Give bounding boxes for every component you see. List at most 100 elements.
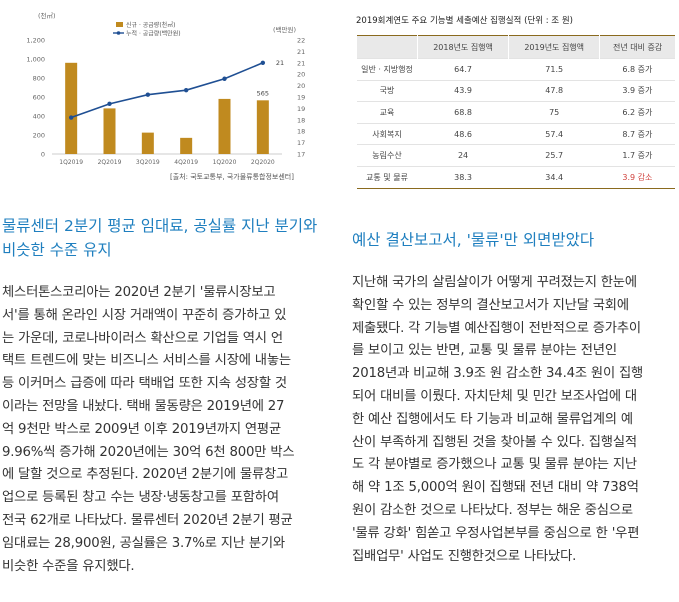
line-point <box>183 87 189 93</box>
table-header-cell <box>356 35 418 59</box>
table-cell: 43.9 <box>417 79 509 102</box>
right-body-line: 확인할 수 있는 정부의 결산보고서가 지난달 국회에 <box>352 297 629 313</box>
legend-line-label: 누적 · 공급량(백만원) <box>126 30 181 38</box>
right-body-line: 한 예산 집행에서도 타 기능과 비교해 물류업계의 예 <box>352 411 633 427</box>
table-header-cell: 2018년도 집행액 <box>416 35 509 59</box>
line-point <box>222 76 227 81</box>
left-tick-label: 400 <box>33 113 45 121</box>
right-tick-label: 19 <box>297 105 305 113</box>
bar <box>141 132 154 154</box>
right-body-line: 지난해 국가의 살림살이가 어떻게 꾸려졌는지 한눈에 <box>352 275 637 290</box>
left-axis-unit: (천㎡) <box>38 11 56 20</box>
left-tick-label: 0 <box>41 151 45 159</box>
right-body-line: 집배업무' 사업도 진행한것으로 나타났다. <box>352 548 577 564</box>
left-body-line: 업으로 등록된 창고 수는 냉장·냉동창고를 포함하여 <box>2 490 279 506</box>
right-tick-label: 17 <box>297 139 305 147</box>
right-tick-label: 22 <box>297 37 305 45</box>
right-body-line: '물류 강화' 힘쏟고 우정사업본부를 중심으로 한 '우편 <box>352 525 640 541</box>
table-cell: 38.3 <box>417 165 509 189</box>
left-body-line: 체스터톤스코리아는 2020년 2분기 '물류시장보고 <box>2 285 276 300</box>
right-body-line: 제출됐다. 각 기능별 예산집행이 전반적으로 증가추이 <box>352 320 641 336</box>
table-cell: 1.7 증가 <box>599 144 675 167</box>
legend-bar-label: 신규 · 공급량(천㎡) <box>126 21 176 29</box>
table-cell: 71.5 <box>508 58 600 81</box>
table-header-cell: 전년 대비 증감 <box>599 35 675 59</box>
x-tick-label: 4Q2019 <box>174 159 198 166</box>
left-tick-label: 800 <box>33 75 45 83</box>
table-header-row: 2018년도 집행액 2019년도 집행액 전년 대비 증감 <box>356 35 675 59</box>
bar <box>218 98 231 154</box>
left-body-line: 서'를 통해 온라인 시장 거래액이 꾸준히 증가하고 있 <box>2 307 287 323</box>
left-body-line: 억 9천만 박스로 2009년 이후 2019년까지 연평균 <box>2 421 281 437</box>
bar <box>256 100 269 154</box>
table-row: 농림수산 24 25.7 1.7 증가 <box>356 144 675 167</box>
legend-line-marker <box>116 31 121 35</box>
line-point <box>145 92 151 97</box>
table-cell: 3.9 증가 <box>599 79 675 102</box>
right-body-line: 도 각 분야별로 증가했으나 교통 및 물류 분야는 지난 <box>352 457 637 473</box>
bar-data-label: 565 <box>257 89 269 97</box>
left-body-line: 이라는 전망을 내놨다. 택배 물동량은 2019년에 27 <box>2 398 285 414</box>
table-cell: 6.8 증가 <box>599 58 675 81</box>
right-body-line: 되어 대비를 이뤘다. 자치단체 및 민간 보조사업에 대 <box>352 388 637 404</box>
bar <box>65 62 78 154</box>
line-point <box>260 60 266 65</box>
table-row: 국방 43.9 47.8 3.9 증가 <box>356 79 675 102</box>
left-body-line: 비슷한 수준을 유지했다. <box>2 558 135 574</box>
bar <box>103 108 116 154</box>
table-row-label: 사회복지 <box>356 122 418 145</box>
right-body-line: 2018년과 비교해 3.9조 원 감소한 34.4조 원이 집행 <box>352 366 644 382</box>
table-row-label: 교육 <box>356 101 418 124</box>
line-point <box>68 115 74 120</box>
legend-bar-swatch <box>116 22 123 27</box>
right-body-line: 원이 감소한 것으로 나타났다. 정부는 해운 중심으로 <box>352 502 633 518</box>
right-axis-unit: (백만원) <box>273 25 296 34</box>
left-tick-label: 600 <box>33 94 45 102</box>
right-tick-label: 20 <box>297 82 305 90</box>
left-heading-line-2: 비슷한 수준 유지 <box>2 241 112 259</box>
table-cell: 47.8 <box>508 79 600 102</box>
right-tick-label: 18 <box>297 116 305 124</box>
table-cell: 34.4 <box>508 165 600 189</box>
chart-svg: (천㎡) (백만원) 0 200 400 600 800 1,000 1,200 17 17 18 18… <box>26 11 305 166</box>
right-tick-label: 18 <box>297 128 305 136</box>
table-header-cell: 2019년도 집행액 <box>508 35 600 59</box>
right-tick-label: 21 <box>297 59 305 67</box>
right-article-heading: 예산 결산보고서, '물류'만 외면받았다 <box>352 231 595 249</box>
table-row: 사회복지 48.6 57.4 8.7 증가 <box>356 122 675 145</box>
left-heading-line-1: 물류센터 2분기 평균 임대료, 공실률 지난 분기와 <box>2 217 318 235</box>
right-tick-label: 20 <box>297 71 305 79</box>
right-tick-label: 21 <box>297 48 305 56</box>
left-body-line: 임대료는 28,900원, 공실률은 3.7%로 지난 분기와 <box>2 535 285 551</box>
x-tick-label: 2Q2020 <box>251 159 275 166</box>
table-row-label: 국방 <box>356 79 418 102</box>
right-body-line: 를 보이고 있는 반면, 교통 및 물류 분야는 전년인 <box>352 343 617 359</box>
left-tick-label: 1,000 <box>26 56 45 64</box>
table-cell: 24 <box>417 144 509 167</box>
left-body-line: 9.96%씩 증가해 2020년에는 30억 6천 800만 박스 <box>2 444 295 460</box>
left-body-line: 는 가운데, 코로나바이러스 확산으로 기업들 역시 언 <box>2 330 283 346</box>
line-point <box>107 101 112 107</box>
left-tick-label: 1,200 <box>26 37 45 45</box>
table-cell: 6.2 증가 <box>599 101 675 124</box>
table-body: 일반 · 지방행정 64.7 71.5 6.8 증가 국방 43.9 47.8 3.9 증가 교… <box>356 58 675 189</box>
table-row-label: 일반 · 지방행정 <box>356 58 418 81</box>
right-tick-label: 19 <box>297 94 305 102</box>
table-cell: 48.6 <box>417 122 509 145</box>
table-row-label: 농림수산 <box>356 144 418 167</box>
table-row: 교통 및 물류 38.3 34.4 3.9 감소 <box>356 165 675 189</box>
table-row: 일반 · 지방행정 64.7 71.5 6.8 증가 <box>356 58 675 81</box>
chart-source: [출처: 국토교통부, 국가물류통합정보센터] <box>170 173 294 181</box>
table-cell: 25.7 <box>508 144 600 167</box>
right-tick-label: 17 <box>297 151 305 159</box>
line-data-label: 21 <box>276 59 284 67</box>
table-cell: 57.4 <box>508 122 600 145</box>
left-body-line: 에 달할 것으로 추정된다. 2020년 2분기에 물류창고 <box>2 467 289 483</box>
right-body-line: 산이 부족하게 집행된 것을 찾아볼 수 있다. 집행실적 <box>352 434 637 450</box>
warehouse-supply-chart: (천㎡) (백만원) 0 200 400 600 800 1,000 1,200 17 17 18 18… <box>0 0 330 190</box>
x-tick-label: 3Q2019 <box>136 159 160 166</box>
table-title: 2019회계연도 주요 기능별 세출예산 집행실적 (단위 : 조 원) <box>356 16 573 26</box>
left-body-line: 등 이커머스 급증에 따라 택배업 또한 지속 성장할 것 <box>2 376 287 392</box>
